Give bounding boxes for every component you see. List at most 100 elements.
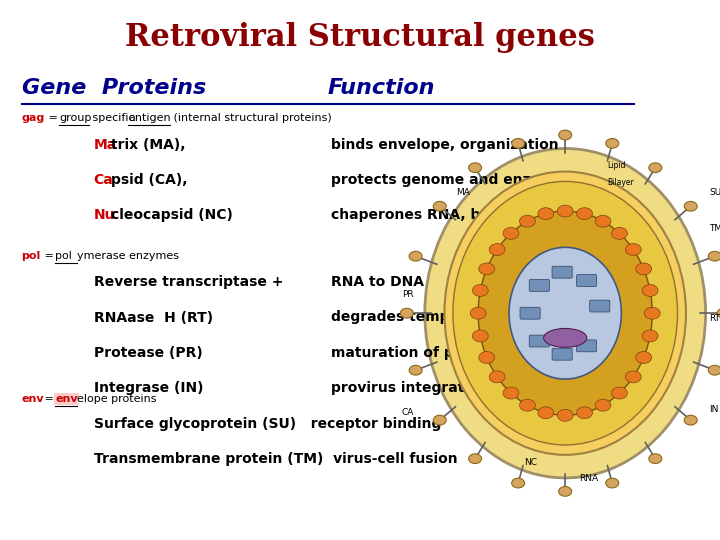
Text: Bilayer: Bilayer (608, 178, 634, 187)
Text: protects genome and enzymes: protects genome and enzymes (331, 173, 572, 187)
Ellipse shape (444, 172, 686, 455)
Ellipse shape (606, 138, 618, 148)
Ellipse shape (503, 227, 519, 239)
Text: Gene  Proteins: Gene Proteins (22, 78, 206, 98)
Ellipse shape (479, 263, 495, 275)
Text: TM: TM (709, 224, 720, 233)
Ellipse shape (595, 215, 611, 227)
Text: trix (MA),: trix (MA), (111, 138, 185, 152)
Ellipse shape (509, 247, 621, 379)
Text: PR: PR (402, 290, 413, 299)
Ellipse shape (520, 399, 536, 411)
Text: =: = (45, 113, 61, 124)
Ellipse shape (649, 454, 662, 463)
Ellipse shape (538, 208, 554, 220)
Ellipse shape (606, 478, 618, 488)
Text: cleocapsid (NC): cleocapsid (NC) (111, 208, 233, 222)
Ellipse shape (649, 163, 662, 173)
Text: Transmembrane protein (TM)  virus-cell fusion: Transmembrane protein (TM) virus-cell fu… (94, 452, 457, 466)
FancyBboxPatch shape (529, 279, 549, 291)
Ellipse shape (626, 371, 642, 383)
FancyBboxPatch shape (552, 266, 572, 278)
Text: gag: gag (22, 113, 45, 124)
Ellipse shape (636, 352, 652, 363)
Ellipse shape (559, 130, 572, 140)
Ellipse shape (512, 478, 525, 488)
Ellipse shape (433, 415, 446, 425)
Text: Surface glycoprotein (SU)   receptor binding: Surface glycoprotein (SU) receptor bindi… (94, 417, 441, 431)
Ellipse shape (489, 244, 505, 255)
Text: CA: CA (401, 408, 413, 417)
Ellipse shape (626, 244, 642, 255)
Text: =: = (41, 394, 58, 404)
Text: Integrase (IN): Integrase (IN) (94, 381, 203, 395)
Text: elope proteins: elope proteins (77, 394, 156, 404)
Ellipse shape (503, 387, 519, 399)
Text: ymerase enzymes: ymerase enzymes (77, 251, 179, 261)
Ellipse shape (611, 227, 627, 239)
FancyBboxPatch shape (577, 275, 597, 287)
Ellipse shape (595, 399, 611, 411)
Text: IN: IN (709, 405, 719, 414)
Ellipse shape (469, 454, 482, 463)
Ellipse shape (453, 181, 678, 445)
Ellipse shape (520, 215, 536, 227)
Ellipse shape (469, 163, 482, 173)
Ellipse shape (472, 285, 488, 296)
Ellipse shape (557, 409, 573, 421)
FancyBboxPatch shape (552, 348, 572, 360)
Ellipse shape (559, 487, 572, 496)
Ellipse shape (479, 352, 495, 363)
Text: pol: pol (55, 251, 72, 261)
Ellipse shape (538, 407, 554, 418)
Text: (internal structural proteins): (internal structural proteins) (170, 113, 332, 124)
Text: Reverse transcriptase +: Reverse transcriptase + (94, 275, 283, 289)
Text: psid (CA),: psid (CA), (111, 173, 187, 187)
Ellipse shape (470, 307, 486, 319)
Ellipse shape (544, 328, 587, 347)
Ellipse shape (433, 201, 446, 211)
Ellipse shape (425, 148, 706, 478)
Ellipse shape (409, 366, 422, 375)
Text: RNA to DNA: RNA to DNA (331, 275, 424, 289)
Ellipse shape (642, 330, 658, 342)
Text: =: = (41, 251, 58, 261)
Ellipse shape (472, 330, 488, 342)
Text: pol: pol (22, 251, 41, 261)
FancyBboxPatch shape (520, 307, 540, 319)
Text: NC: NC (524, 458, 537, 467)
Ellipse shape (611, 387, 627, 399)
Text: MA: MA (456, 187, 469, 197)
Text: Function: Function (328, 78, 435, 98)
Text: group: group (59, 113, 91, 124)
Text: Nu: Nu (94, 208, 115, 222)
Text: Protease (PR): Protease (PR) (94, 346, 202, 360)
Text: specific: specific (89, 113, 138, 124)
Text: maturation of precursors: maturation of precursors (331, 346, 528, 360)
Ellipse shape (708, 366, 720, 375)
FancyBboxPatch shape (577, 340, 597, 352)
Ellipse shape (717, 308, 720, 318)
Text: Ca: Ca (94, 173, 113, 187)
Ellipse shape (642, 285, 658, 296)
Text: degrades template RNA: degrades template RNA (331, 310, 518, 325)
FancyBboxPatch shape (590, 300, 610, 312)
Ellipse shape (512, 138, 525, 148)
Text: Lipid: Lipid (608, 161, 626, 170)
Ellipse shape (489, 371, 505, 383)
Text: Retroviral Structural genes: Retroviral Structural genes (125, 22, 595, 52)
Text: chaperones RNA, buds: chaperones RNA, buds (331, 208, 508, 222)
Ellipse shape (684, 201, 697, 211)
Ellipse shape (684, 415, 697, 425)
Ellipse shape (400, 308, 413, 318)
Text: RNAase  H (RT): RNAase H (RT) (94, 310, 212, 325)
Text: RT: RT (709, 314, 720, 323)
Ellipse shape (409, 251, 422, 261)
Text: provirus integration: provirus integration (331, 381, 489, 395)
Ellipse shape (478, 211, 652, 415)
Text: Ma: Ma (94, 138, 117, 152)
Text: env: env (22, 394, 44, 404)
Ellipse shape (644, 307, 660, 319)
Text: RNA: RNA (579, 474, 598, 483)
Ellipse shape (557, 205, 573, 217)
